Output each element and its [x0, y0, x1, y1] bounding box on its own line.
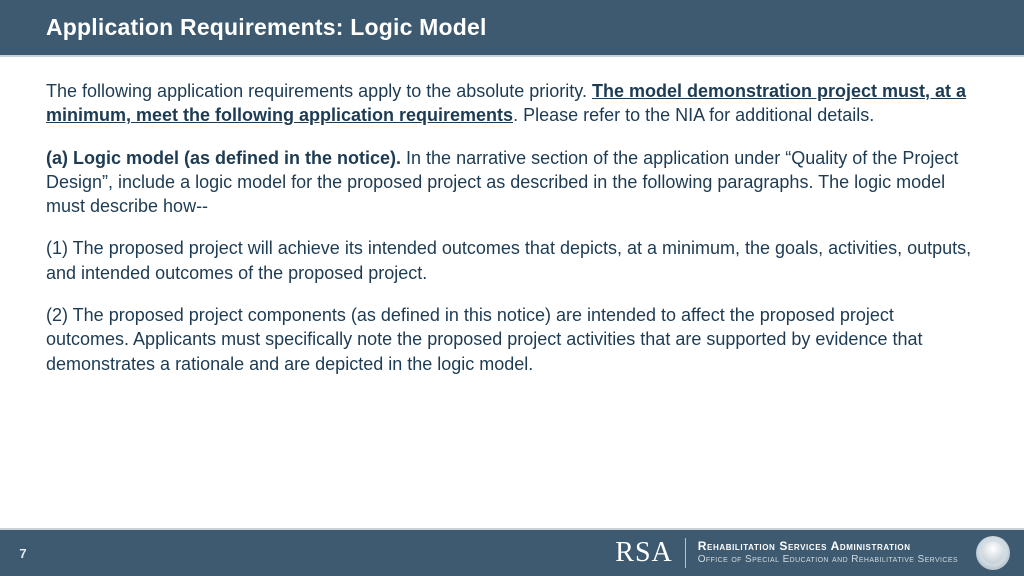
slide-body: The following application requirements a… [0, 57, 1024, 528]
brand-divider [685, 538, 686, 568]
brand-text-block: Rehabilitation Services Administration O… [698, 540, 958, 565]
seal-inner [982, 542, 1004, 564]
seal-icon [976, 536, 1010, 570]
paragraph-a-label: (a) Logic model (as defined in the notic… [46, 148, 401, 168]
slide-footer: 7 RSA Rehabilitation Services Administra… [0, 528, 1024, 576]
brand-line-2: Office of Special Education and Rehabili… [698, 554, 958, 566]
paragraph-intro: The following application requirements a… [46, 79, 978, 128]
paragraph-a: (a) Logic model (as defined in the notic… [46, 146, 978, 219]
footer-brand: RSA Rehabilitation Services Administrati… [615, 536, 1024, 570]
rsa-logo-text: RSA [615, 537, 672, 569]
intro-pre: The following application requirements a… [46, 81, 592, 101]
brand-line-1: Rehabilitation Services Administration [698, 540, 958, 554]
page-number: 7 [19, 546, 26, 561]
intro-post: . Please refer to the NIA for additional… [513, 105, 874, 125]
page-number-wrap: 7 [0, 546, 46, 561]
slide-title: Application Requirements: Logic Model [46, 14, 487, 40]
slide-title-bar: Application Requirements: Logic Model [0, 0, 1024, 57]
paragraph-2: (2) The proposed project components (as … [46, 303, 978, 376]
slide: Application Requirements: Logic Model Th… [0, 0, 1024, 576]
paragraph-1: (1) The proposed project will achieve it… [46, 236, 978, 285]
